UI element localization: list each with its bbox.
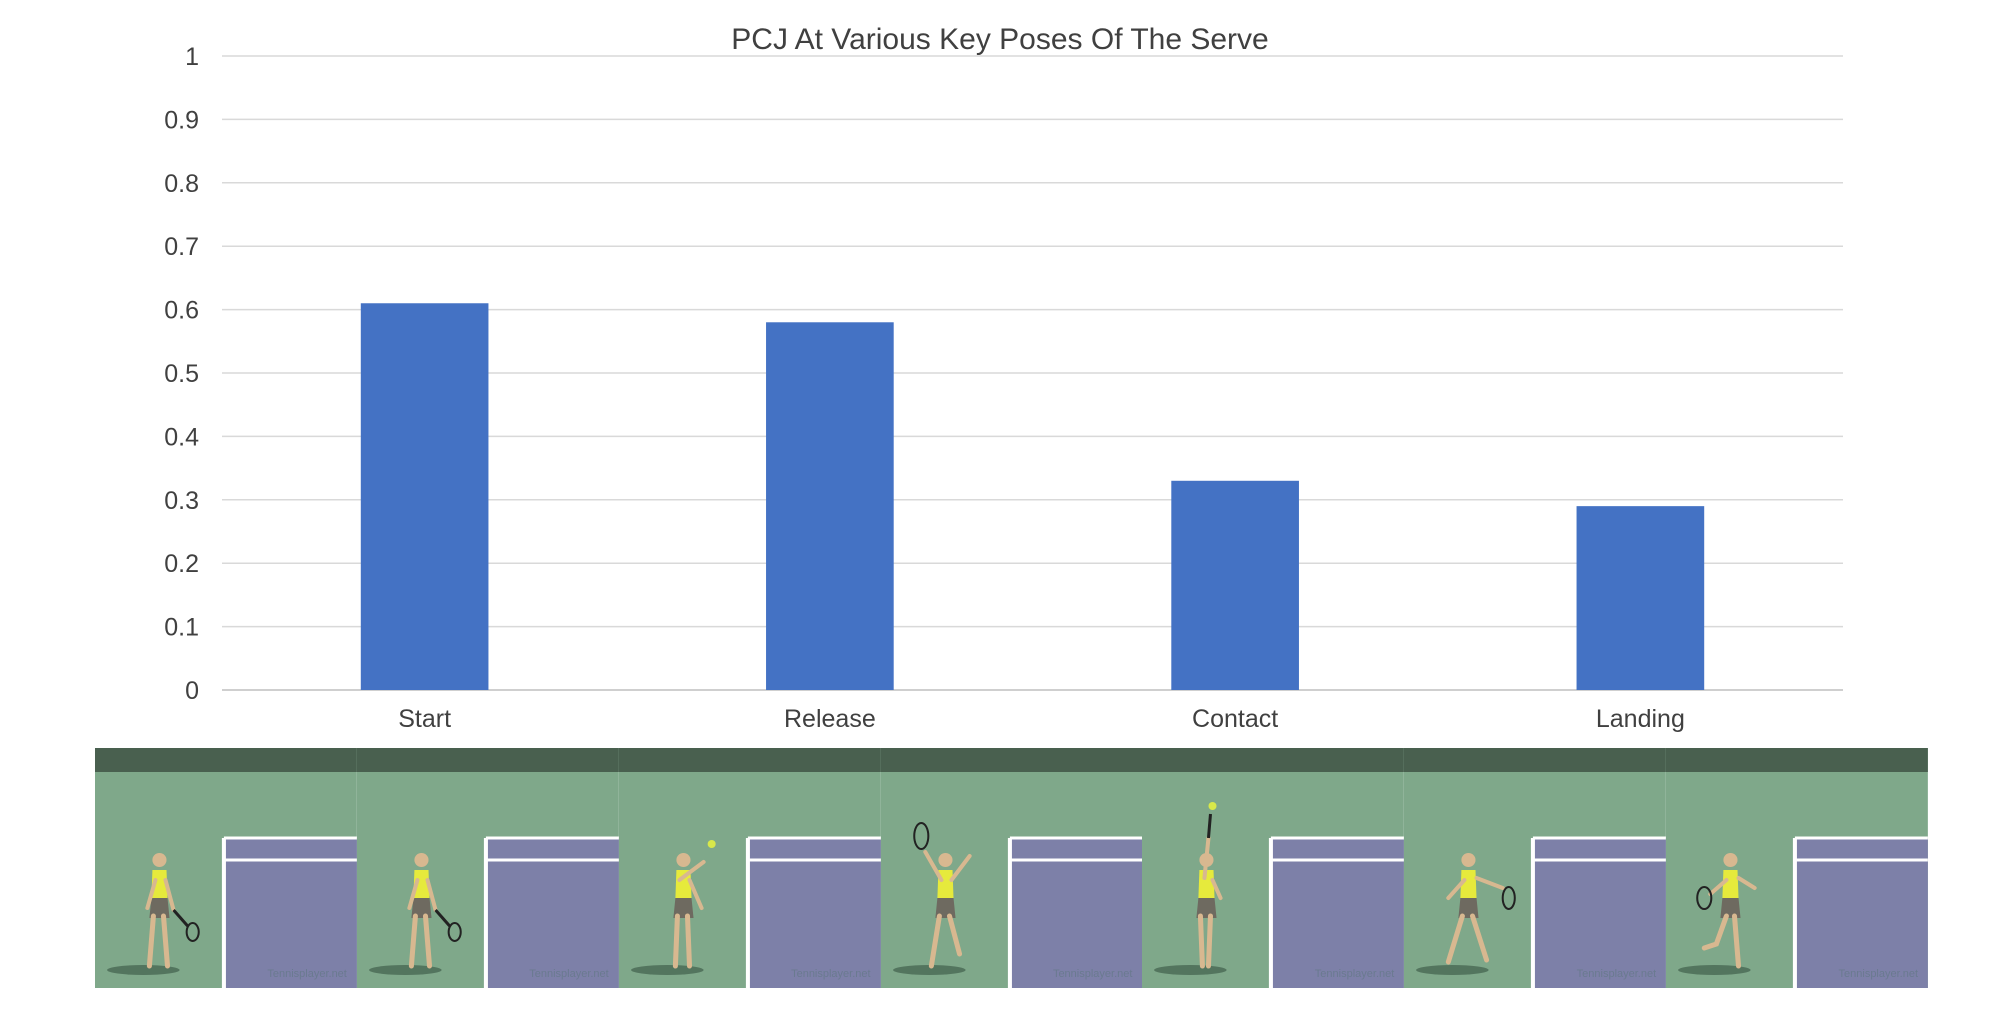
watermark-text: Tennisplayer.net [1052,968,1133,980]
serve-frame-image [1142,748,1405,988]
y-tick-label: 0.5 [164,360,199,388]
watermark-text: Tennisplayer.net [267,968,347,980]
gridlines [222,55,1843,691]
y-tick-label: 0.7 [164,233,199,261]
bar-landing [1576,506,1705,690]
serve-frame-7: Tennisplayer.net [1666,748,1929,988]
serve-frame-image [618,748,881,988]
y-tick-label: 0.8 [164,170,199,198]
serve-frame-1: Tennisplayer.net [95,748,357,988]
bar-chart: PCJ At Various Key Poses Of The Serve 00… [164,23,1843,733]
x-category-label: Release [784,705,876,733]
y-tick-label: 0.2 [164,550,199,578]
watermark-text: Tennisplayer.net [1838,968,1919,980]
y-tick-label: 1 [185,43,199,71]
y-tick-label: 0.3 [164,487,199,515]
y-tick-label: 0.9 [164,106,199,134]
y-tick-label: 0 [185,677,199,705]
serve-frame-6: Tennisplayer.net [1404,748,1667,988]
bar-contact [1171,480,1299,690]
bar-start [360,303,489,690]
serve-sequence-photo-strip: Tennisplayer.net Tennisplayer.net Tennispl… [95,748,1929,988]
serve-frame-2: Tennisplayer.net [356,748,619,988]
x-category-label: Contact [1192,705,1278,733]
x-axis-labels: Start Release Contact Landing [398,705,1685,733]
x-category-label: Start [398,705,451,733]
serve-frame-image [1404,748,1667,988]
serve-frame-5: Tennisplayer.net [1142,748,1405,988]
y-tick-label: 0.4 [164,423,199,451]
watermark-text: Tennisplayer.net [529,968,609,980]
chart-title: PCJ At Various Key Poses Of The Serve [731,23,1268,56]
bar-release [766,322,894,690]
x-category-label: Landing [1596,705,1685,733]
bars [360,303,1705,690]
y-tick-label: 0.1 [164,614,199,642]
y-tick-label: 0.6 [164,297,199,325]
serve-frame-image [95,748,357,988]
y-axis-ticks: 0 0.1 0.2 0.3 0.4 0.5 0.6 0.7 0.8 0.9 1 [164,43,199,705]
watermark-text: Tennisplayer.net [1314,968,1395,980]
serve-frame-image [356,748,619,988]
watermark-text: Tennisplayer.net [791,968,871,980]
serve-frame-3: Tennisplayer.net [618,748,881,988]
serve-frame-image [1666,748,1929,988]
serve-frame-image [880,748,1143,988]
watermark-text: Tennisplayer.net [1576,968,1657,980]
serve-frame-4: Tennisplayer.net [880,748,1143,988]
